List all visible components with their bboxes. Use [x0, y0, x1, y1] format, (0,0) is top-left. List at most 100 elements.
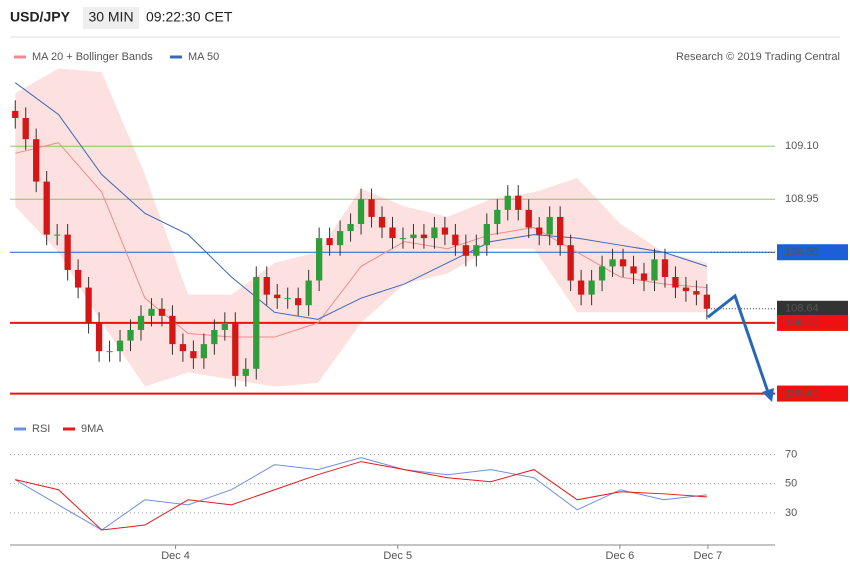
candle-body — [525, 209, 532, 228]
candle-body — [263, 276, 270, 295]
candle-body — [43, 181, 50, 235]
candle-body — [368, 199, 375, 217]
candle-body — [609, 259, 616, 267]
x-tick-label: Dec 4 — [161, 550, 190, 562]
candle-body — [148, 308, 155, 316]
candle-body — [693, 291, 700, 295]
candle-body — [462, 245, 469, 256]
candle-body — [85, 287, 92, 323]
level-box — [777, 385, 848, 402]
candle-body — [389, 227, 396, 239]
symbol: USD/JPY — [10, 9, 71, 25]
candle-body — [567, 245, 574, 281]
candle-body — [483, 223, 490, 246]
y-tick-label: 70 — [785, 448, 797, 460]
candle-body — [127, 329, 134, 341]
candle-body — [682, 287, 690, 292]
candle-body — [431, 227, 438, 239]
level-label: 108.80 — [785, 246, 819, 258]
candle-body — [274, 294, 281, 299]
candle-body — [22, 117, 29, 140]
level-box — [777, 300, 848, 317]
candle-body — [357, 199, 365, 224]
y-tick-label: 50 — [785, 478, 797, 490]
candle-body — [232, 322, 239, 376]
candle-body — [640, 273, 648, 281]
candle-body — [661, 259, 669, 277]
candle-body — [630, 266, 637, 274]
candle-body — [557, 216, 564, 246]
candle-body — [284, 298, 291, 300]
time: 09:22:30 CET — [146, 9, 233, 25]
candle-body — [588, 280, 595, 295]
level-label: 108.64 — [785, 303, 819, 315]
candle-body — [116, 340, 124, 352]
y-tick-label: 30 — [785, 507, 797, 519]
candle-body — [399, 238, 407, 240]
timeframe: 30 MIN — [88, 9, 133, 25]
candle-body — [347, 223, 354, 232]
candle-body — [64, 234, 71, 270]
candle-body — [410, 234, 417, 239]
candle-body — [598, 266, 606, 281]
candle-body — [326, 238, 333, 246]
arrow-head — [762, 388, 774, 402]
indicator-line — [14, 457, 707, 531]
candle-body — [504, 195, 511, 210]
level-box — [777, 244, 848, 261]
candle-body — [619, 259, 627, 267]
candle-body — [672, 276, 679, 288]
level-label: 108.60 — [785, 317, 819, 329]
candle-body — [12, 110, 19, 118]
candle-body — [378, 216, 386, 228]
candle-body — [546, 216, 553, 235]
candle-body — [221, 322, 228, 330]
indicator-line — [15, 142, 707, 338]
candle-body — [536, 227, 543, 235]
candle-body — [494, 209, 501, 224]
candle-body — [137, 315, 145, 330]
candle-body — [473, 245, 480, 256]
candle-body — [316, 238, 323, 281]
candle-body — [106, 351, 113, 353]
candle-body — [33, 139, 40, 182]
legend-label: RSI — [32, 423, 50, 435]
candle-body — [200, 344, 208, 359]
candle-body — [158, 308, 166, 316]
candle-body — [54, 234, 61, 236]
candle-body — [336, 231, 344, 246]
candle-body — [253, 276, 260, 369]
indicator-line — [14, 82, 708, 320]
candle-body — [242, 368, 249, 376]
candle-body — [515, 195, 522, 210]
legend-label: MA 50 — [188, 51, 219, 63]
x-tick-label: Dec 5 — [383, 550, 412, 562]
candle-body — [651, 259, 658, 281]
candle-body — [74, 269, 82, 288]
candle-body — [169, 315, 176, 345]
legend-label: MA 20 + Bollinger Bands — [32, 51, 153, 63]
timeframe-box — [83, 7, 139, 29]
price-panel: MA 20 + Bollinger Bands MA 50 109.10 108.95… — [10, 51, 848, 402]
candle-body — [452, 234, 459, 246]
candle-body — [211, 329, 218, 345]
indicator-line — [15, 461, 707, 531]
candle-body — [179, 344, 187, 352]
level-box — [777, 314, 848, 331]
x-tick-label: Dec 7 — [694, 550, 723, 562]
forecast-arrow — [707, 293, 772, 399]
level-label: 108.95 — [785, 193, 819, 205]
candle-body — [295, 298, 302, 306]
candle-body — [441, 227, 449, 235]
level-label: 109.10 — [785, 140, 819, 152]
credit: Research © 2019 Trading Central — [676, 51, 840, 63]
candle-body — [95, 322, 103, 352]
candle-body — [703, 294, 711, 309]
candle-body — [305, 280, 312, 306]
rsi-panel: RSI 9MA 30 50 70 Dec 4 Dec 5 Dec 6 Dec 7 — [10, 423, 797, 562]
x-tick-label: Dec 6 — [606, 550, 635, 562]
level-label: 108.40 — [785, 387, 819, 399]
candle-body — [420, 234, 428, 239]
legend-label: 9MA — [81, 423, 104, 435]
